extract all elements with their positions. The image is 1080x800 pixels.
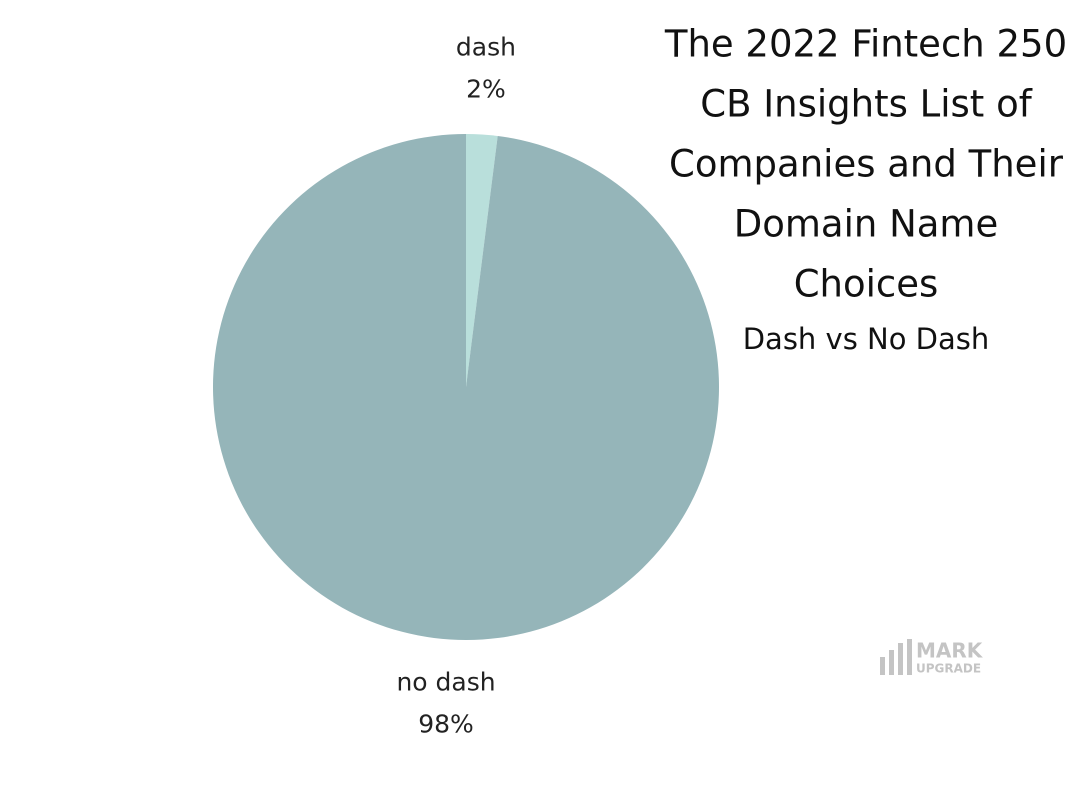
slice-label: no dash [396, 667, 495, 696]
slice-value: 98% [418, 709, 474, 738]
logo-bar [898, 643, 903, 675]
chart-title-line: The 2022 Fintech 250 [664, 23, 1067, 66]
watermark-bottom: UPGRADE [916, 662, 981, 676]
chart-title-line: CB Insights List of [700, 83, 1032, 126]
pie-slice [213, 134, 720, 640]
logo-bar [880, 657, 885, 675]
slice-label: dash [456, 33, 516, 62]
watermark: MARK UPGRADE [880, 639, 984, 676]
slice-value: 2% [466, 75, 506, 104]
chart-title-line: Companies and Their [669, 143, 1064, 186]
chart-title-line: Domain Name [734, 203, 999, 246]
chart-subtitle: Dash vs No Dash [743, 322, 990, 356]
pie-slice [466, 134, 498, 387]
logo-bar [889, 650, 894, 675]
watermark-top: MARK [916, 639, 984, 663]
logo-bar [907, 639, 912, 675]
chart-title-line: Choices [794, 263, 939, 306]
